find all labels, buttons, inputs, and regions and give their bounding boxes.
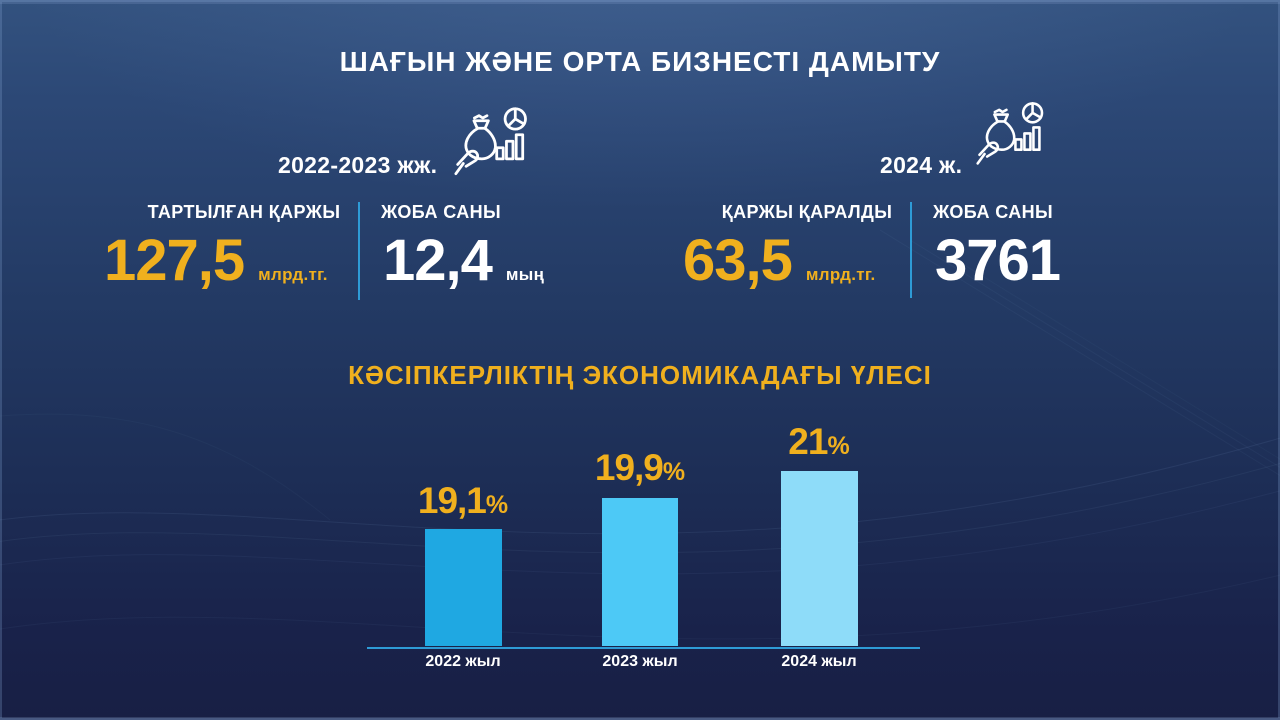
left-stat1-number: 127,5 xyxy=(104,228,245,293)
right-stat1-value: 63,5 млрд.тг. xyxy=(683,232,876,290)
right-stats-divider xyxy=(910,202,912,298)
left-stat1-value: 127,5 млрд.тг. xyxy=(104,232,328,290)
right-stat2-value: 3761 xyxy=(935,232,1074,290)
left-stat2-label: ЖОБА САНЫ xyxy=(380,202,502,222)
money-bag-growth-icon xyxy=(454,107,527,176)
left-period-label: 2022-2023 жж. xyxy=(278,152,438,178)
right-stat2-label: ЖОБА САНЫ xyxy=(932,202,1054,222)
category-label-2022: 2022 жыл xyxy=(425,653,501,670)
bar-value-label-2022: 19,1% xyxy=(417,480,509,521)
left-stats-divider xyxy=(358,202,360,300)
left-stat2-unit: мың xyxy=(505,265,545,284)
bar-value-label-2024: 21% xyxy=(788,421,850,462)
left-stat2-number: 12,4 xyxy=(383,228,493,293)
bar-2023 xyxy=(602,498,678,646)
left-stat1-unit: млрд.тг. xyxy=(258,265,328,284)
right-stat2-number: 3761 xyxy=(935,228,1061,293)
chart-title: КӘСІПКЕРЛІКТІҢ ЭКОНОМИКАДАҒЫ ҮЛЕСІ xyxy=(348,360,932,390)
category-label-2024: 2024 жыл xyxy=(781,653,857,670)
page-title: ШАҒЫН ЖӘНЕ ОРТА БИЗНЕСТІ ДАМЫТУ xyxy=(339,46,941,77)
left-stat1-label: ТАРТЫЛҒАН ҚАРЖЫ xyxy=(147,202,341,222)
right-period-label: 2024 ж. xyxy=(880,152,963,178)
right-stat1-number: 63,5 xyxy=(683,228,793,293)
category-label-2023: 2023 жыл xyxy=(602,653,678,670)
right-stat1-label: ҚАРЖЫ ҚАРАЛДЫ xyxy=(721,202,893,222)
bar-value-label-2023: 19,9% xyxy=(594,447,686,488)
chart-axis-line xyxy=(367,647,920,649)
money-bag-growth-icon xyxy=(976,102,1044,165)
left-stat2-value: 12,4 мың xyxy=(383,232,544,290)
bar-2022 xyxy=(425,529,502,646)
right-stat1-unit: млрд.тг. xyxy=(805,265,876,284)
bar-2024 xyxy=(781,471,858,646)
